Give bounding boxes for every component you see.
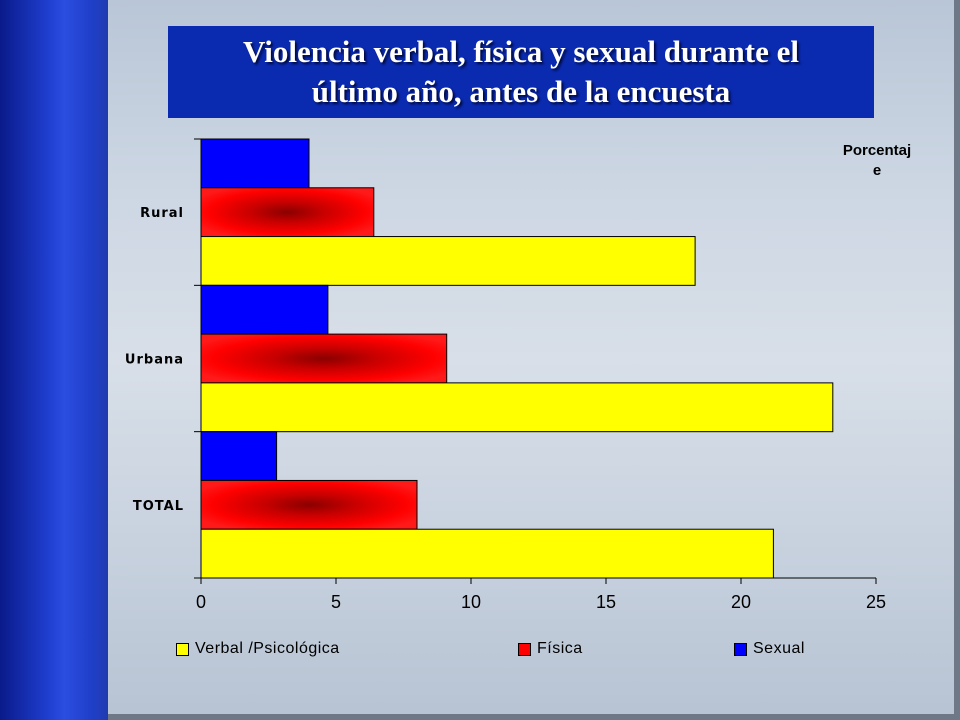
bar-total-verbal <box>200 528 774 579</box>
axis-unit-label: Porcentaj e <box>842 142 912 179</box>
bar-urbana-fisica <box>200 333 448 384</box>
legend-swatch-verbal <box>176 642 189 656</box>
legend: Verbal /Psicológica Física Sexual <box>176 640 876 664</box>
chart-title: Violencia verbal, física y sexual durant… <box>243 34 799 109</box>
bar-rural-fisica <box>200 187 375 238</box>
legend-item-fisica: Física <box>518 640 583 658</box>
bar-rural-verbal <box>200 236 696 286</box>
category-label-rural: Rural <box>140 206 184 221</box>
legend-label-fisica: Física <box>537 640 583 657</box>
legend-label-verbal: Verbal /Psicológica <box>195 640 340 657</box>
legend-item-verbal: Verbal /Psicológica <box>176 640 340 658</box>
decorative-sidebar <box>0 0 108 720</box>
category-label-urbana: Urbana <box>125 353 184 368</box>
bar-rural-sexual <box>200 138 310 189</box>
legend-item-sexual: Sexual <box>734 640 805 658</box>
bar-total-sexual <box>200 431 278 481</box>
x-tick-label: 15 <box>596 592 616 612</box>
title-banner: Violencia verbal, física y sexual durant… <box>168 26 874 118</box>
x-tick-label: 20 <box>731 592 751 612</box>
bar-urbana-verbal <box>200 382 834 433</box>
legend-swatch-fisica <box>518 642 531 656</box>
legend-swatch-sexual <box>734 642 747 656</box>
axes-layer: Rural Urbana TOTAL 0 5 10 15 20 25 <box>125 138 886 612</box>
bar-urbana-sexual <box>200 284 329 335</box>
x-tick-label: 10 <box>461 592 481 612</box>
category-label-total: TOTAL <box>133 499 184 514</box>
x-tick-label: 0 <box>196 592 206 612</box>
legend-label-sexual: Sexual <box>753 640 805 657</box>
bar-total-fisica <box>200 479 418 530</box>
x-tick-label: 25 <box>866 592 886 612</box>
bars-layer <box>200 138 834 579</box>
x-tick-label: 5 <box>331 592 341 612</box>
